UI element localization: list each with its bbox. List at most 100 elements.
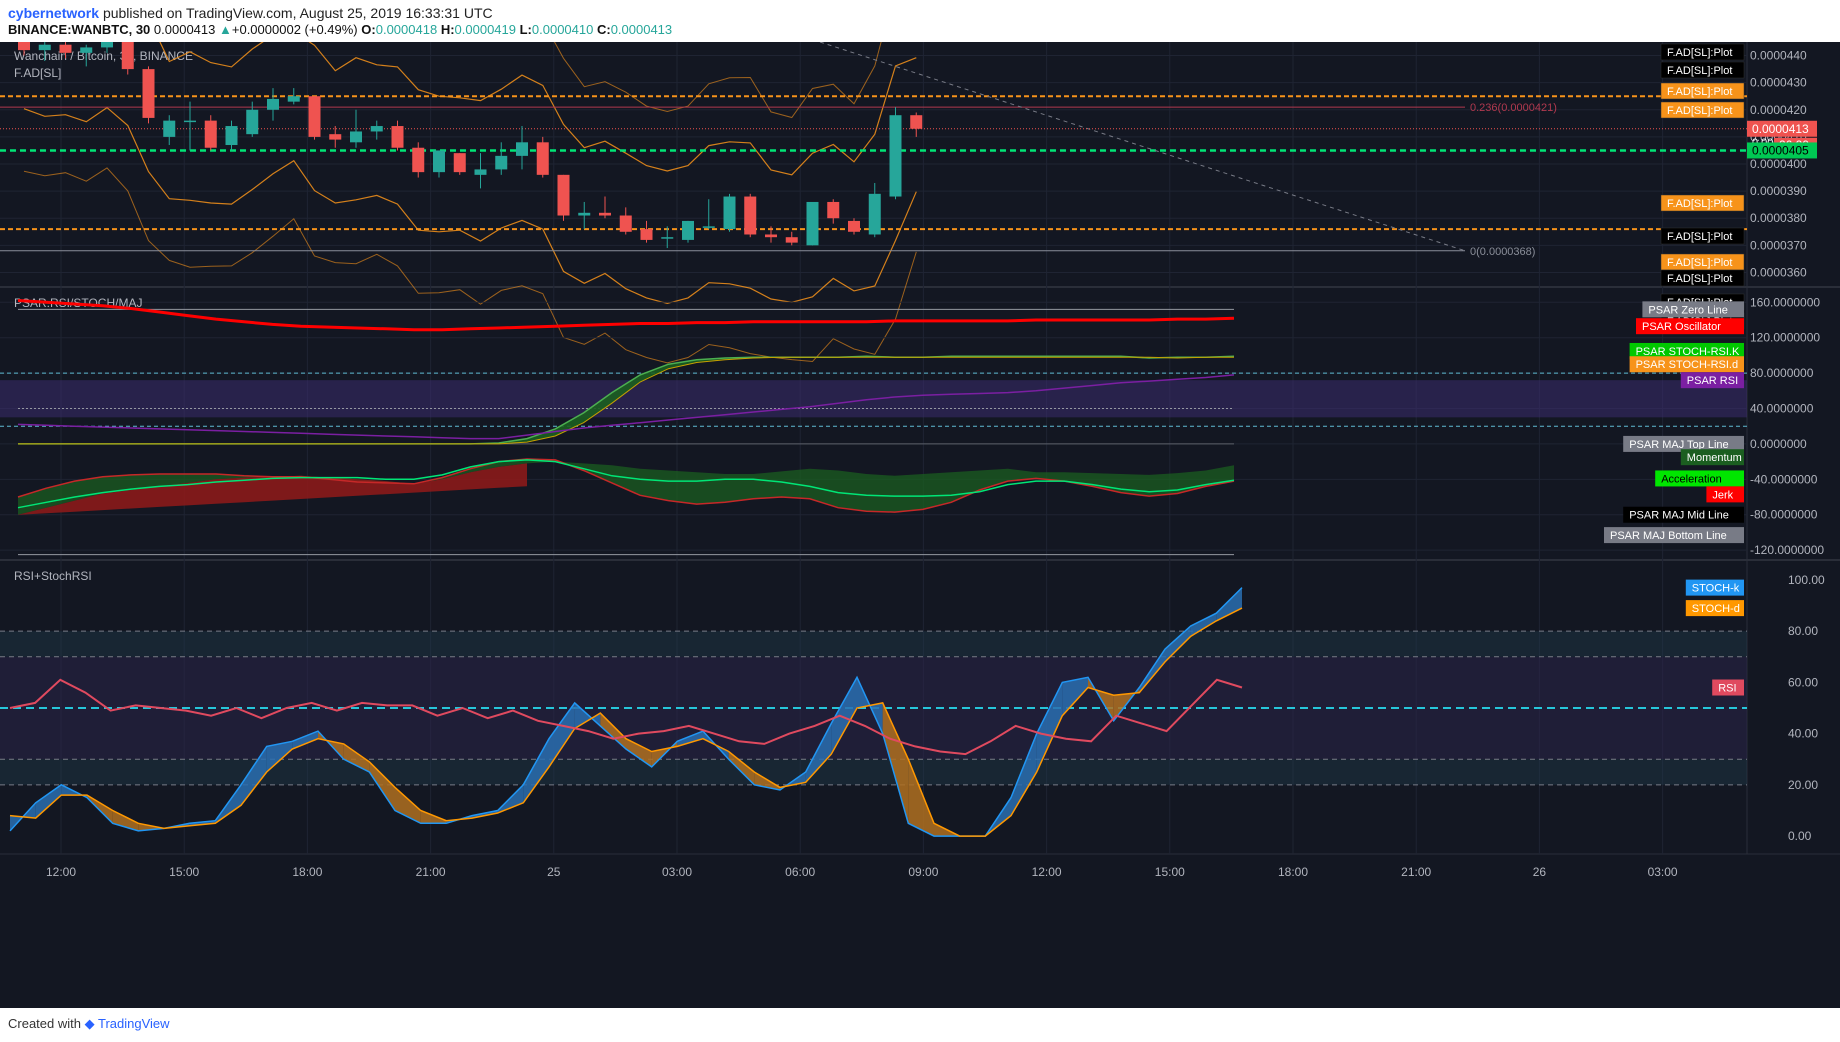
stoch-fill-segment — [35, 784, 62, 819]
psar-legend-tag-text: Momentum — [1687, 452, 1742, 464]
candle-body — [516, 142, 528, 156]
psar-legend-tag — [1623, 506, 1744, 523]
tradingview-logo-icon[interactable]: ◆ TradingView — [84, 1016, 170, 1031]
candle-body — [474, 169, 487, 175]
candle-body — [453, 153, 466, 173]
x-tick-label: 26 — [1533, 865, 1547, 879]
candle-body — [910, 115, 923, 129]
fib-236-label: 0.236(0.0000421) — [1470, 102, 1557, 114]
x-tick-label: 15:00 — [169, 865, 199, 879]
indicator-plot-tag — [1660, 82, 1745, 100]
candle-body — [121, 42, 134, 70]
psar-tick-label: 160.0000000 — [1750, 295, 1820, 309]
x-tick-label: 03:00 — [662, 865, 692, 879]
x-tick-label: 03:00 — [1648, 865, 1678, 879]
stoch-fill-segment — [600, 713, 626, 749]
stoch-os-zone — [0, 759, 1747, 785]
psar-legend-tag-text: PSAR STOCH-RSI.d — [1636, 359, 1739, 371]
x-tick-label: 21:00 — [1401, 865, 1431, 879]
lower-band-line — [23, 106, 917, 305]
open-value: 0.0000418 — [375, 22, 438, 37]
candle-body — [702, 226, 715, 228]
last-price-tag — [1747, 120, 1817, 137]
psar-legend-tag — [1680, 372, 1744, 389]
psar-legend-tag-text: PSAR Zero Line — [1648, 304, 1727, 316]
psar-tick-label: -120.0000000 — [1750, 543, 1824, 557]
stoch-fill-segment — [1190, 613, 1217, 637]
psar-legend-tag — [1623, 435, 1744, 452]
footer-created: Created with — [8, 1016, 81, 1031]
candle-body — [246, 109, 259, 135]
psar-stoch-d-line — [18, 356, 1234, 445]
footer-brand[interactable]: TradingView — [97, 1016, 170, 1031]
stoch-k-line — [9, 587, 1243, 837]
symbol-header: BINANCE:WANBTC, 30 0.0000413 ▲+0.0000002… — [8, 22, 672, 37]
psar-legend-tag-text: PSAR MAJ Mid Line — [1629, 510, 1729, 522]
psar-legend-tag-text: PSAR Oscillator — [1642, 321, 1721, 333]
candle-body — [163, 120, 176, 137]
candle-body — [287, 96, 300, 102]
price-tick-label: 0.0000360 — [1750, 265, 1807, 279]
close-value: 0.0000413 — [610, 22, 673, 37]
main-chart-title: Wanchain / Bitcoin, 30, BINANCE — [14, 49, 193, 63]
high-value: 0.0000419 — [454, 22, 516, 37]
rsi-tick-label: 100.00 — [1788, 573, 1825, 587]
rsi-pane-title: RSI+StochRSI — [14, 569, 92, 583]
indicator-plot-tag — [1660, 43, 1745, 61]
rsi-line — [9, 678, 1243, 756]
rsi-legend-tag — [1685, 600, 1744, 617]
x-tick-label: 15:00 — [1155, 865, 1185, 879]
trend-line-dashed — [819, 42, 1466, 252]
candle-body — [640, 229, 653, 240]
stoch-fill-segment — [1011, 733, 1037, 816]
price-tick-label: 0.0000440 — [1750, 49, 1807, 63]
candle-body — [827, 201, 840, 219]
candle-body — [433, 150, 445, 173]
stoch-fill-segment — [292, 731, 318, 749]
rsi-tick-label: 20.00 — [1788, 778, 1818, 792]
psar-legend-tag — [1642, 301, 1744, 318]
candle-body — [744, 196, 757, 235]
high-label: H: — [440, 22, 455, 37]
indicator-plot-tag-text: F.AD[SL]:Plot — [1667, 86, 1732, 98]
stoch-fill-segment — [369, 761, 395, 811]
indicator-plot-tag-text: F.AD[SL]:Plot — [1667, 65, 1732, 77]
candle-body — [536, 142, 549, 175]
stoch-fill-segment — [1036, 682, 1063, 773]
indicator-plot-tag — [1660, 269, 1745, 287]
indicator-plot-tag — [1660, 101, 1745, 119]
stoch-fill-segment — [112, 810, 139, 831]
candle-body — [204, 120, 217, 148]
momentum-fill — [18, 459, 1234, 515]
rsi-tick-label: 40.00 — [1788, 727, 1818, 741]
psar-legend-tag-text: PSAR MAJ Bottom Line — [1610, 530, 1727, 542]
psar-tick-label: -40.0000000 — [1750, 472, 1818, 486]
price-tick-label: 0.0000370 — [1750, 238, 1807, 252]
pane-separator-2 — [0, 559, 1840, 561]
stoch-fill-segment — [1062, 677, 1088, 716]
chart-canvas[interactable]: 12:00 15:00 18:00 21:00 25 03:00 06:00 09:00 12:… — [0, 42, 1840, 1008]
stoch-fill-segment — [343, 743, 370, 773]
candle-body — [59, 44, 72, 53]
publisher-link[interactable]: cybernetwork — [8, 5, 100, 21]
x-tick-label: 12:00 — [46, 865, 76, 879]
psar-tick-label: 0.0000000 — [1750, 437, 1807, 451]
pane-separator-1 — [0, 286, 1840, 288]
stoch-fill-segment — [549, 702, 575, 767]
x-tick-label: 09:00 — [908, 865, 938, 879]
stoch-fill-segment — [266, 741, 293, 773]
candle-body — [308, 96, 321, 137]
candle-body — [412, 147, 425, 173]
candle-body — [370, 126, 383, 132]
rsi-tick-label: 80.00 — [1788, 624, 1818, 638]
candle-body — [350, 131, 362, 143]
candle-body — [806, 201, 819, 246]
stoch-d-line — [9, 607, 1243, 837]
candle-body — [682, 220, 694, 240]
psar-legend-tag — [1636, 318, 1744, 335]
stoch-fill-segment — [882, 702, 909, 824]
psar-legend-tag — [1655, 470, 1744, 487]
price-tick-label: 0.0000400 — [1750, 157, 1807, 171]
x-tick-label: 25 — [547, 865, 561, 879]
candle-body — [785, 237, 798, 243]
